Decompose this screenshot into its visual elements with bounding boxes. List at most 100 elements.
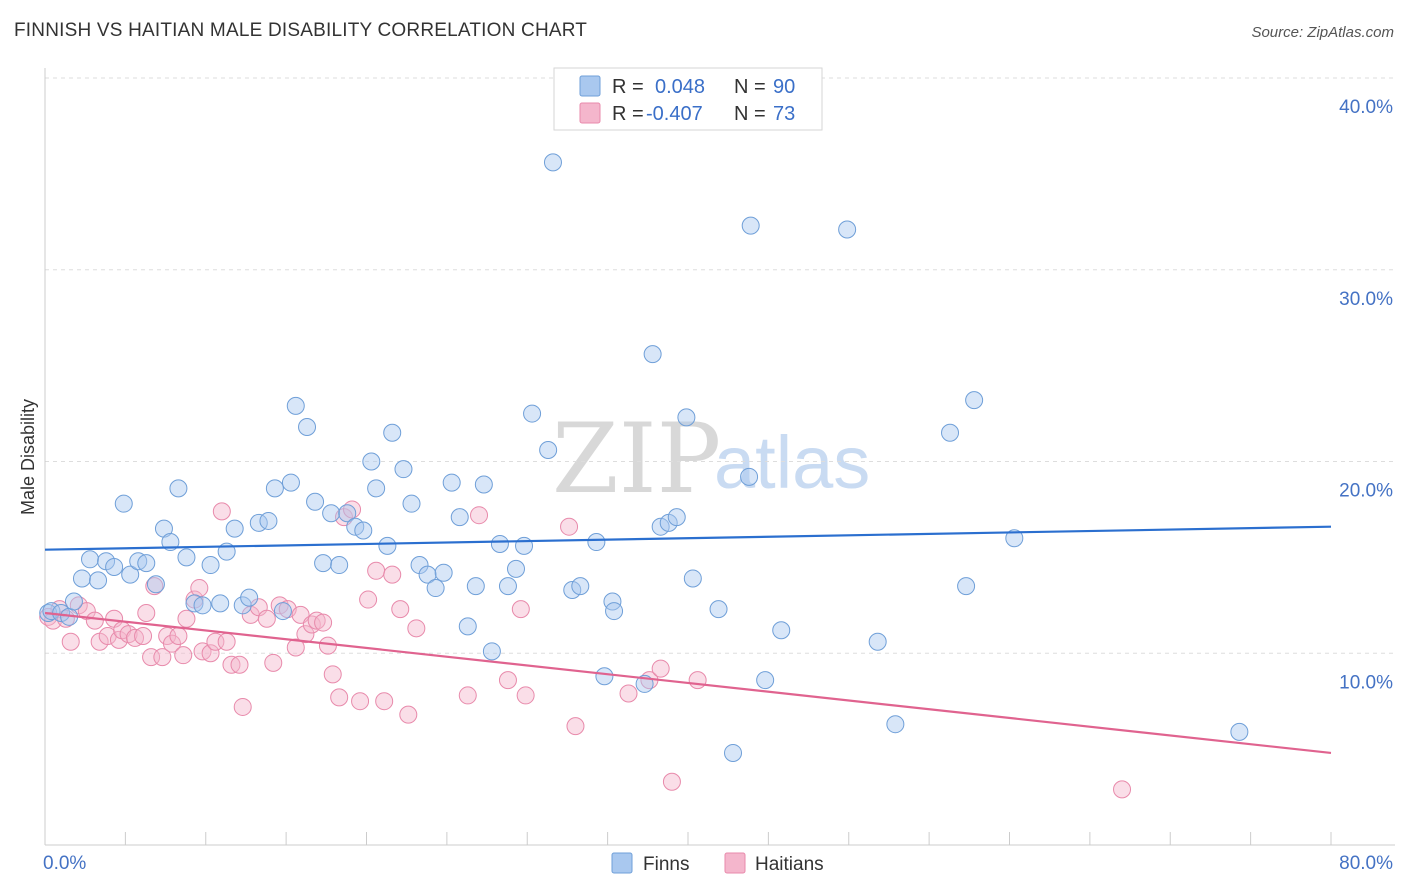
finn-point — [286, 396, 305, 415]
finn-point — [515, 536, 534, 555]
haitian-point — [286, 638, 305, 657]
haitian-point — [201, 644, 220, 663]
finn-point — [378, 536, 397, 555]
finn-point — [571, 577, 590, 596]
finn-point — [330, 556, 349, 575]
finn-point — [709, 600, 728, 619]
finn-point — [306, 492, 325, 511]
legend-haitians-r-value: -0.407 — [646, 103, 703, 125]
finn-point — [523, 404, 542, 423]
legend-swatch-haitians — [579, 102, 601, 124]
finn-point — [281, 473, 300, 492]
finn-point — [595, 667, 614, 686]
finn-point — [643, 345, 662, 364]
haitian-point — [399, 705, 418, 724]
finn-point — [426, 579, 445, 598]
finn-point — [259, 511, 278, 530]
gridlines — [45, 77, 1393, 654]
haitian-point — [330, 688, 349, 707]
finn-point — [506, 559, 525, 578]
haitian-point — [212, 502, 231, 521]
haitian-point — [109, 630, 128, 649]
finn-point — [434, 563, 453, 582]
haitian-point — [1113, 780, 1132, 799]
haitians-series — [39, 500, 1132, 799]
bottom-legend-finns: Finns — [643, 854, 689, 875]
finn-point — [383, 423, 402, 442]
y-tick-labels: 10.0% 20.0% 30.0% 40.0% — [1339, 97, 1393, 693]
haitian-point — [516, 686, 535, 705]
haitian-point — [375, 692, 394, 711]
finn-point — [450, 508, 469, 527]
finn-point — [89, 571, 108, 590]
finn-point — [965, 391, 984, 410]
legend-swatch-finns — [579, 75, 601, 97]
haitian-point — [217, 632, 236, 651]
haitian-point — [233, 697, 252, 716]
haitian-point — [190, 579, 209, 598]
finn-point — [193, 596, 212, 615]
x-tick-label-min: 0.0% — [43, 853, 86, 874]
finn-point — [474, 475, 493, 494]
finn-point — [161, 533, 180, 552]
legend-haitians-r-label: R = — [612, 103, 644, 125]
finn-point — [740, 467, 759, 486]
finn-point — [683, 569, 702, 588]
legend-finns-r-value: 0.048 — [655, 76, 705, 98]
haitian-point — [174, 646, 193, 665]
finn-point — [169, 479, 188, 498]
finn-point — [402, 494, 421, 513]
finn-point — [146, 575, 165, 594]
finn-point — [1005, 529, 1024, 548]
bottom-legend-swatch-haitians — [724, 852, 746, 874]
haitian-point — [662, 772, 681, 791]
legend-finns-n-value: 90 — [773, 76, 795, 98]
haitians-trend-line — [44, 611, 1332, 755]
y-tick-label: 20.0% — [1339, 481, 1393, 502]
watermark-zip: ZIP — [552, 403, 721, 515]
haitian-point — [314, 613, 333, 632]
finn-point — [482, 642, 501, 661]
finn-point — [741, 216, 760, 235]
finn-point — [114, 494, 133, 513]
finn-point — [273, 602, 292, 621]
finn-point — [466, 577, 485, 596]
finn-point — [105, 557, 124, 576]
haitian-point — [323, 665, 342, 684]
finn-point — [587, 533, 606, 552]
haitian-point — [470, 506, 489, 525]
haitian-point — [566, 717, 585, 736]
haitian-point — [257, 609, 276, 628]
haitian-point — [153, 648, 172, 667]
finn-point — [941, 423, 960, 442]
finn-point — [177, 548, 196, 567]
y-tick-label: 10.0% — [1339, 672, 1393, 693]
haitian-point — [61, 632, 80, 651]
series-legend: Finns Haitians — [611, 852, 824, 875]
finn-point — [265, 479, 284, 498]
finn-point — [543, 153, 562, 172]
haitian-point — [162, 634, 181, 653]
x-axis-ticks — [124, 832, 1332, 845]
finn-point — [418, 565, 437, 584]
haitian-point — [351, 692, 370, 711]
finn-point — [442, 473, 461, 492]
haitian-point — [688, 671, 707, 690]
finn-point — [677, 408, 696, 427]
finn-point — [838, 220, 857, 239]
chart-title: FINNISH VS HAITIAN MALE DISABILITY CORRE… — [14, 20, 588, 41]
finn-point — [121, 565, 140, 584]
finns-series — [39, 153, 1249, 762]
haitian-point — [619, 684, 638, 703]
finn-point — [314, 554, 333, 573]
finn-point — [605, 602, 624, 621]
haitian-point — [230, 655, 249, 674]
haitian-point — [391, 600, 410, 619]
haitian-point — [498, 671, 517, 690]
finn-point — [137, 554, 156, 573]
finn-point — [886, 715, 905, 734]
finn-point — [354, 521, 373, 540]
finn-point — [81, 550, 100, 569]
finn-point — [240, 588, 259, 607]
finn-point — [338, 504, 357, 523]
